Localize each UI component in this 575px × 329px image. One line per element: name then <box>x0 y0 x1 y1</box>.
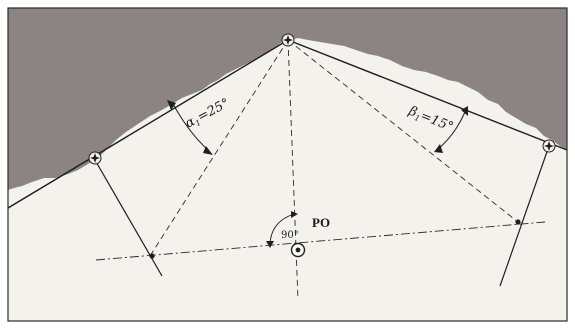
diagram-frame <box>7 7 568 322</box>
summit-station-icon <box>281 33 295 47</box>
ridge-line-right <box>287 39 567 151</box>
perpendicular-line <box>287 39 299 301</box>
point-left <box>149 253 155 259</box>
right-angle-arrow <box>266 241 274 248</box>
right-angle-arrow-top <box>291 211 298 218</box>
right-station-icon <box>542 139 556 153</box>
point-right <box>515 219 521 225</box>
arrow-beta-bottom <box>434 144 443 153</box>
po-marker <box>290 242 306 258</box>
ridge-line-left <box>8 39 289 209</box>
sight-line-left <box>149 39 289 257</box>
arrow-alpha-top <box>167 100 176 110</box>
station-line-right <box>499 145 550 287</box>
arrow-beta-top <box>461 106 468 116</box>
label-right-angle: 90° <box>281 230 299 241</box>
sight-line-right <box>287 39 519 223</box>
left-station-icon <box>88 151 102 165</box>
arrow-alpha-bottom <box>203 146 213 155</box>
baseline <box>95 221 546 261</box>
sky-area <box>8 8 567 190</box>
label-po: PO <box>312 215 330 230</box>
